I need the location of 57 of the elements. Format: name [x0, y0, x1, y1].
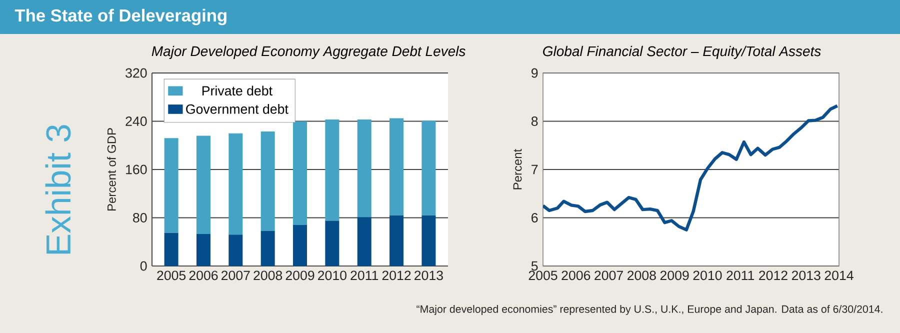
legend-label: Private debt: [202, 86, 272, 96]
x-tick-label: 2012: [759, 270, 788, 280]
x-tick-label: 2007: [221, 270, 250, 280]
line-series: [543, 104, 839, 232]
bar: [228, 234, 243, 266]
y-tick-label: 9: [532, 68, 538, 78]
bar: [357, 119, 372, 218]
y-tick-label: 160: [126, 164, 147, 174]
y-tick-label: 0: [140, 261, 147, 271]
bar: [422, 215, 436, 266]
y-tick-label: 320: [126, 68, 147, 78]
x-tick-label: 2013: [414, 270, 443, 280]
y-tick-label: 5: [531, 261, 538, 271]
bar: [196, 136, 210, 234]
y-axis-title: Percent: [513, 148, 522, 190]
bar: [164, 232, 178, 266]
bar: [325, 220, 340, 266]
x-tick-label: 2005: [528, 270, 558, 280]
text: “Major developed economies” represented by U.S., U.K., Europe and Japan. Data as of 6/30/2014.: [416, 305, 882, 315]
x-tick-label: 2011: [726, 270, 754, 280]
bar: [293, 121, 307, 225]
x-tick-label: 2014: [824, 270, 854, 280]
bar: [260, 231, 275, 266]
y-axis-title: Percent of GDP: [107, 128, 116, 211]
y-tick-label: 7: [532, 164, 538, 174]
x-tick-label: 2013: [792, 270, 820, 280]
bar: [293, 224, 307, 266]
y-tick-label: 8: [531, 116, 538, 126]
x-tick-label: 2011: [350, 270, 378, 280]
x-tick-label: 2012: [382, 270, 411, 280]
bar: [228, 133, 243, 235]
chart-title: Global Financial Sector – Equity/Total Assets: [543, 46, 821, 59]
bar: [390, 215, 404, 266]
x-tick-label: 2009: [660, 270, 689, 280]
x-tick-label: 2007: [594, 270, 623, 280]
text: Exhibit 3: [45, 125, 71, 254]
legend-label: Government debt: [186, 104, 288, 114]
y-tick-label: 6: [532, 213, 538, 222]
bar: [390, 118, 404, 216]
bar: [196, 234, 210, 266]
bar: [422, 120, 436, 216]
x-tick-label: 2006: [562, 270, 590, 280]
x-tick-label: 2010: [318, 270, 346, 280]
x-tick-label: 2009: [286, 270, 314, 280]
y-tick-label: 80: [133, 213, 147, 222]
x-tick-label: 2006: [189, 270, 218, 280]
bar: [357, 217, 372, 266]
chart-title: Major Developed Economy Aggregate Debt Levels: [152, 46, 466, 59]
bar: [164, 138, 178, 233]
x-tick-label: 2010: [693, 270, 722, 280]
bar: [325, 119, 340, 221]
x-tick-label: 2008: [254, 270, 282, 280]
text: The State of Deleveraging: [14, 8, 226, 26]
x-tick-label: 2005: [157, 270, 186, 280]
x-tick-label: 2008: [628, 270, 656, 280]
bar: [260, 132, 275, 232]
y-tick-label: 240: [126, 116, 147, 126]
